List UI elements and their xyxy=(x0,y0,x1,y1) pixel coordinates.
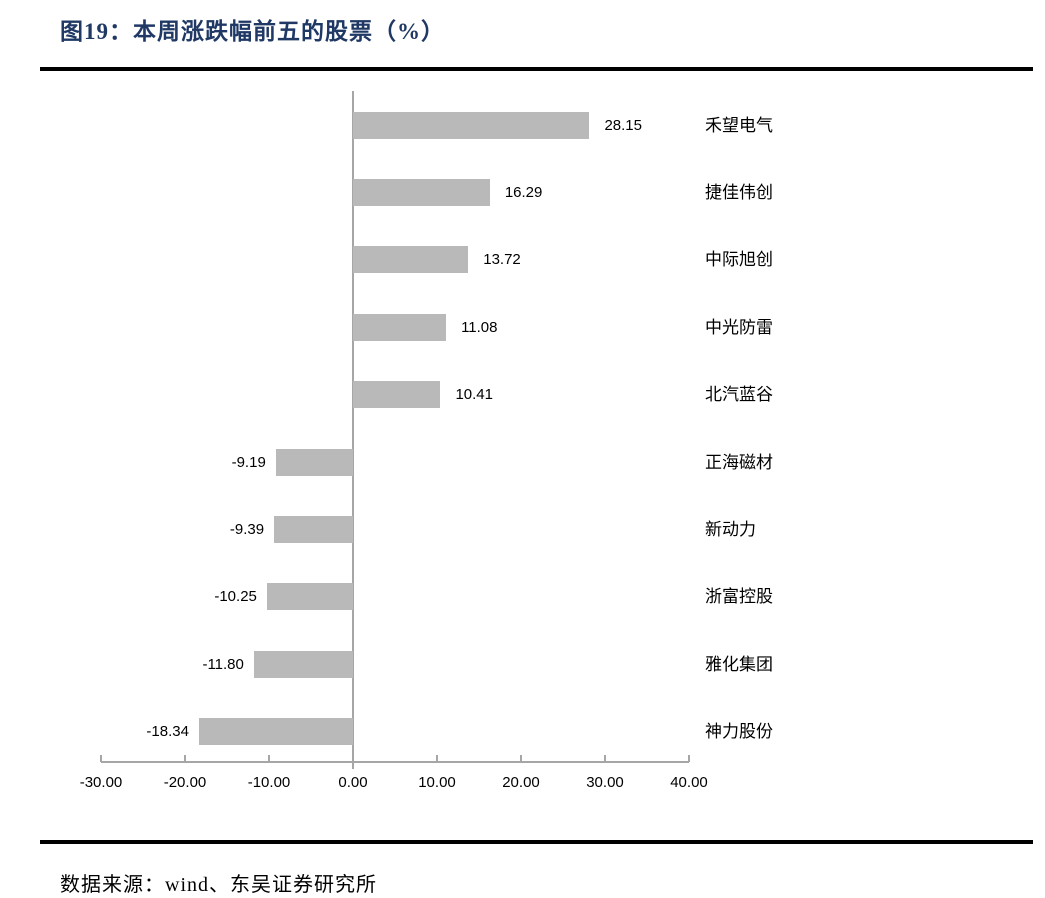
x-axis-tick-label: 0.00 xyxy=(338,774,368,791)
chart-title: 图19：本周涨跌幅前五的股票（%） xyxy=(60,19,445,44)
bar xyxy=(253,650,353,678)
category-label: 神力股份 xyxy=(705,722,773,742)
bar xyxy=(274,515,353,543)
x-axis-tick xyxy=(100,755,102,762)
bar xyxy=(266,583,353,611)
bar-value-label: 16.29 xyxy=(504,183,543,201)
bottom-divider-rule xyxy=(40,840,1033,844)
x-axis-tick xyxy=(352,755,354,762)
x-axis-tick-label: -30.00 xyxy=(79,774,123,791)
x-axis-tick-label: 20.00 xyxy=(502,774,540,791)
bar xyxy=(198,718,353,746)
source-note: 数据来源：wind、东吴证券研究所 xyxy=(60,874,377,896)
bar xyxy=(353,111,590,139)
x-axis-tick xyxy=(436,755,438,762)
x-axis-tick xyxy=(184,755,186,762)
x-axis-tick xyxy=(520,755,522,762)
x-axis-tick xyxy=(604,755,606,762)
bar-value-label: -9.19 xyxy=(231,453,266,471)
category-label: 正海磁材 xyxy=(705,452,773,472)
x-axis-tick-label: 10.00 xyxy=(418,774,456,791)
bar xyxy=(275,448,353,476)
category-label: 新动力 xyxy=(705,519,756,539)
bar xyxy=(353,246,469,274)
bar-value-label: 13.72 xyxy=(483,251,521,269)
category-label: 捷佳伟创 xyxy=(705,182,773,202)
top-divider-rule xyxy=(40,67,1033,71)
zero-baseline xyxy=(352,91,354,769)
category-label: 北汽蓝谷 xyxy=(705,385,773,405)
bar-value-label: 10.41 xyxy=(455,386,493,404)
category-label: 禾望电气 xyxy=(705,115,773,135)
bar xyxy=(353,381,441,409)
category-label: 中际旭创 xyxy=(705,250,773,270)
x-axis-tick-label: -10.00 xyxy=(247,774,291,791)
x-axis-tick-label: 40.00 xyxy=(670,774,708,791)
bar-value-label: -9.39 xyxy=(229,520,265,538)
category-label: 中光防雷 xyxy=(705,317,773,337)
bar-value-label: -10.25 xyxy=(214,588,257,606)
bar-value-label: -18.34 xyxy=(146,723,189,741)
category-label: 浙富控股 xyxy=(705,587,773,607)
bar-value-label: -11.80 xyxy=(202,655,244,673)
bar xyxy=(353,178,490,206)
bar-value-label: 28.15 xyxy=(604,116,642,134)
bar-value-label: 11.08 xyxy=(461,318,498,336)
category-label: 雅化集团 xyxy=(705,654,773,674)
x-axis-tick xyxy=(688,755,690,762)
x-axis-tick-label: -20.00 xyxy=(163,774,207,791)
bar xyxy=(353,313,447,341)
x-axis-tick-label: 30.00 xyxy=(586,774,624,791)
x-axis-tick xyxy=(268,755,270,762)
x-axis-line xyxy=(101,761,689,763)
